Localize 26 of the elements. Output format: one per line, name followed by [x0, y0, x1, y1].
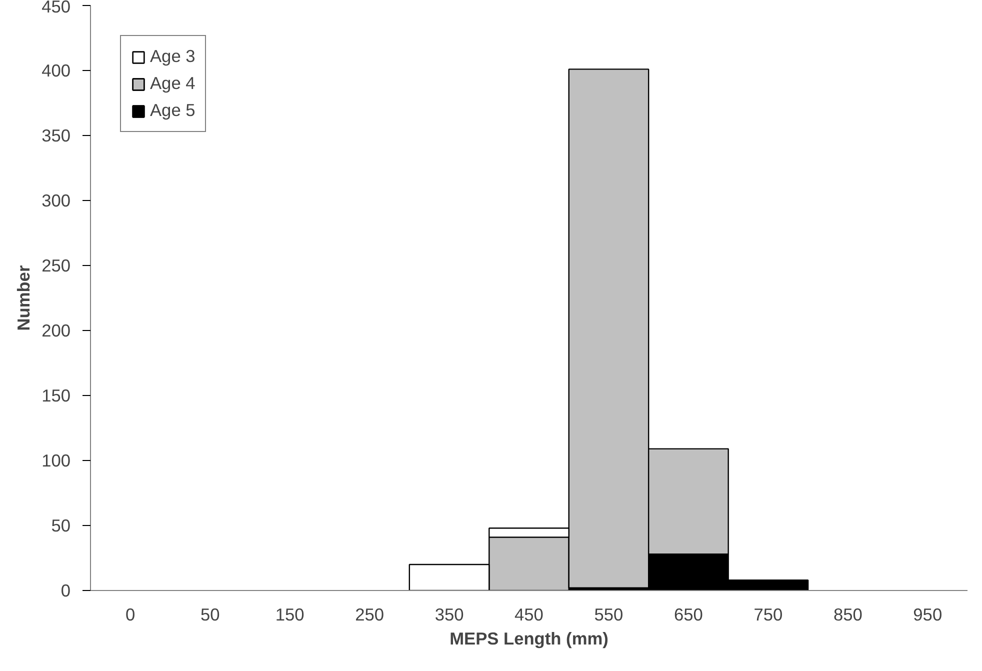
x-tick-label: 0 — [126, 604, 136, 624]
y-tick-label: 450 — [42, 0, 71, 16]
x-axis-title: MEPS Length (mm) — [450, 628, 608, 648]
y-tick-label: 0 — [60, 580, 71, 600]
x-tick-label: 150 — [275, 604, 304, 624]
x-tick-label: 250 — [355, 604, 384, 624]
x-tick-label: 50 — [200, 604, 220, 624]
y-tick-label: 350 — [42, 126, 71, 146]
x-tick-label: 650 — [674, 604, 703, 624]
y-tick-label: 100 — [42, 450, 71, 470]
x-tick-label: 750 — [754, 604, 783, 624]
y-axis-title: Number — [14, 265, 34, 331]
legend-label: Age 4 — [150, 73, 196, 94]
x-tick-label: 850 — [833, 604, 862, 624]
y-tick-label: 400 — [42, 60, 71, 80]
y-tick-label: 200 — [42, 320, 71, 340]
x-tick-label: 350 — [434, 604, 464, 624]
x-tick-label: 450 — [514, 604, 544, 624]
legend-label: Age 5 — [150, 100, 196, 121]
legend-label: Age 3 — [150, 46, 196, 67]
x-tick-label: 550 — [594, 604, 624, 624]
x-tick-label: 950 — [913, 604, 942, 624]
y-tick-label: 250 — [42, 256, 71, 276]
y-tick-label: 150 — [42, 386, 71, 406]
y-tick-label: 50 — [51, 516, 71, 536]
y-tick-label: 300 — [42, 190, 71, 210]
